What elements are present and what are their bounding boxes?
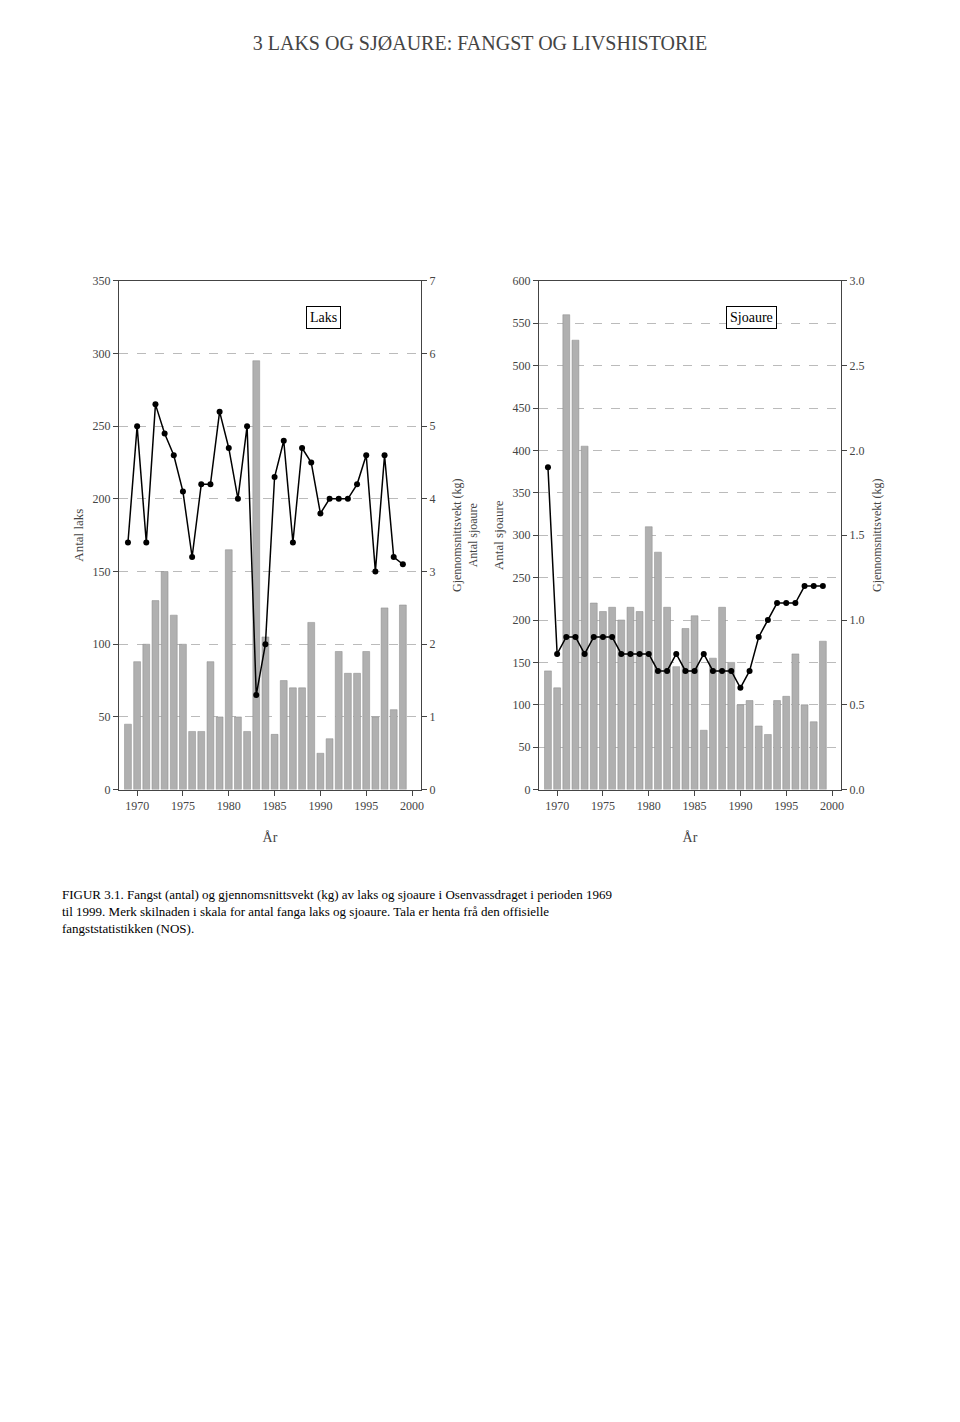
svg-text:2000: 2000 [820, 799, 844, 813]
svg-text:250: 250 [512, 571, 530, 585]
svg-text:År: År [683, 830, 698, 845]
svg-text:250: 250 [92, 419, 110, 433]
svg-text:Sjoaure: Sjoaure [730, 310, 773, 325]
svg-text:1980: 1980 [217, 799, 241, 813]
svg-text:1995: 1995 [354, 799, 378, 813]
svg-text:Gjennomsnittsvekt (kg): Gjennomsnittsvekt (kg) [870, 478, 884, 592]
svg-text:1970: 1970 [125, 799, 149, 813]
svg-text:Antal sjoaure: Antal sjoaure [491, 500, 506, 570]
svg-text:1.0: 1.0 [850, 613, 865, 627]
svg-text:1985: 1985 [683, 799, 707, 813]
svg-text:5: 5 [430, 419, 436, 433]
svg-text:300: 300 [92, 347, 110, 361]
svg-text:1990: 1990 [308, 799, 332, 813]
svg-text:0: 0 [104, 783, 110, 797]
svg-text:3.0: 3.0 [850, 274, 865, 288]
svg-text:4: 4 [430, 492, 436, 506]
svg-text:År: År [263, 830, 278, 845]
svg-text:1995: 1995 [774, 799, 798, 813]
svg-text:350: 350 [512, 486, 530, 500]
svg-text:600: 600 [512, 274, 530, 288]
svg-text:500: 500 [512, 359, 530, 373]
svg-text:7: 7 [430, 274, 436, 288]
svg-text:0: 0 [524, 783, 530, 797]
svg-text:Gjennomsnittsvekt (kg)Antal sj: Gjennomsnittsvekt (kg)Antal sjoaure [450, 478, 480, 592]
svg-text:1975: 1975 [591, 799, 615, 813]
svg-text:1980: 1980 [637, 799, 661, 813]
svg-text:200: 200 [512, 613, 530, 627]
svg-text:1985: 1985 [263, 799, 287, 813]
svg-text:2.5: 2.5 [850, 359, 865, 373]
svg-text:1.5: 1.5 [850, 528, 865, 542]
svg-text:Antal laks: Antal laks [71, 509, 86, 562]
svg-text:300: 300 [512, 528, 530, 542]
svg-text:400: 400 [512, 444, 530, 458]
svg-text:550: 550 [512, 316, 530, 330]
svg-text:450: 450 [512, 401, 530, 415]
svg-text:1970: 1970 [545, 799, 569, 813]
svg-text:1: 1 [430, 710, 436, 724]
svg-text:0.0: 0.0 [850, 783, 865, 797]
svg-text:3 LAKS OG SJØAURE: FANGST OG L: 3 LAKS OG SJØAURE: FANGST OG LIVSHISTORI… [253, 32, 707, 54]
svg-text:Laks: Laks [310, 310, 337, 325]
svg-text:50: 50 [518, 740, 530, 754]
svg-text:2000: 2000 [400, 799, 424, 813]
svg-text:150: 150 [512, 656, 530, 670]
svg-text:200: 200 [92, 492, 110, 506]
svg-text:350: 350 [92, 274, 110, 288]
svg-text:3: 3 [430, 565, 436, 579]
svg-text:2: 2 [430, 637, 436, 651]
svg-text:1990: 1990 [728, 799, 752, 813]
svg-text:2.0: 2.0 [850, 444, 865, 458]
svg-text:0.5: 0.5 [850, 698, 865, 712]
svg-text:0: 0 [430, 783, 436, 797]
svg-text:FIGUR 3.1. Fangst (antal) og g: FIGUR 3.1. Fangst (antal) og gjennomsnit… [62, 887, 612, 936]
svg-text:100: 100 [92, 637, 110, 651]
svg-text:100: 100 [512, 698, 530, 712]
svg-text:1975: 1975 [171, 799, 195, 813]
svg-text:50: 50 [98, 710, 110, 724]
svg-text:6: 6 [430, 347, 436, 361]
svg-text:150: 150 [92, 565, 110, 579]
